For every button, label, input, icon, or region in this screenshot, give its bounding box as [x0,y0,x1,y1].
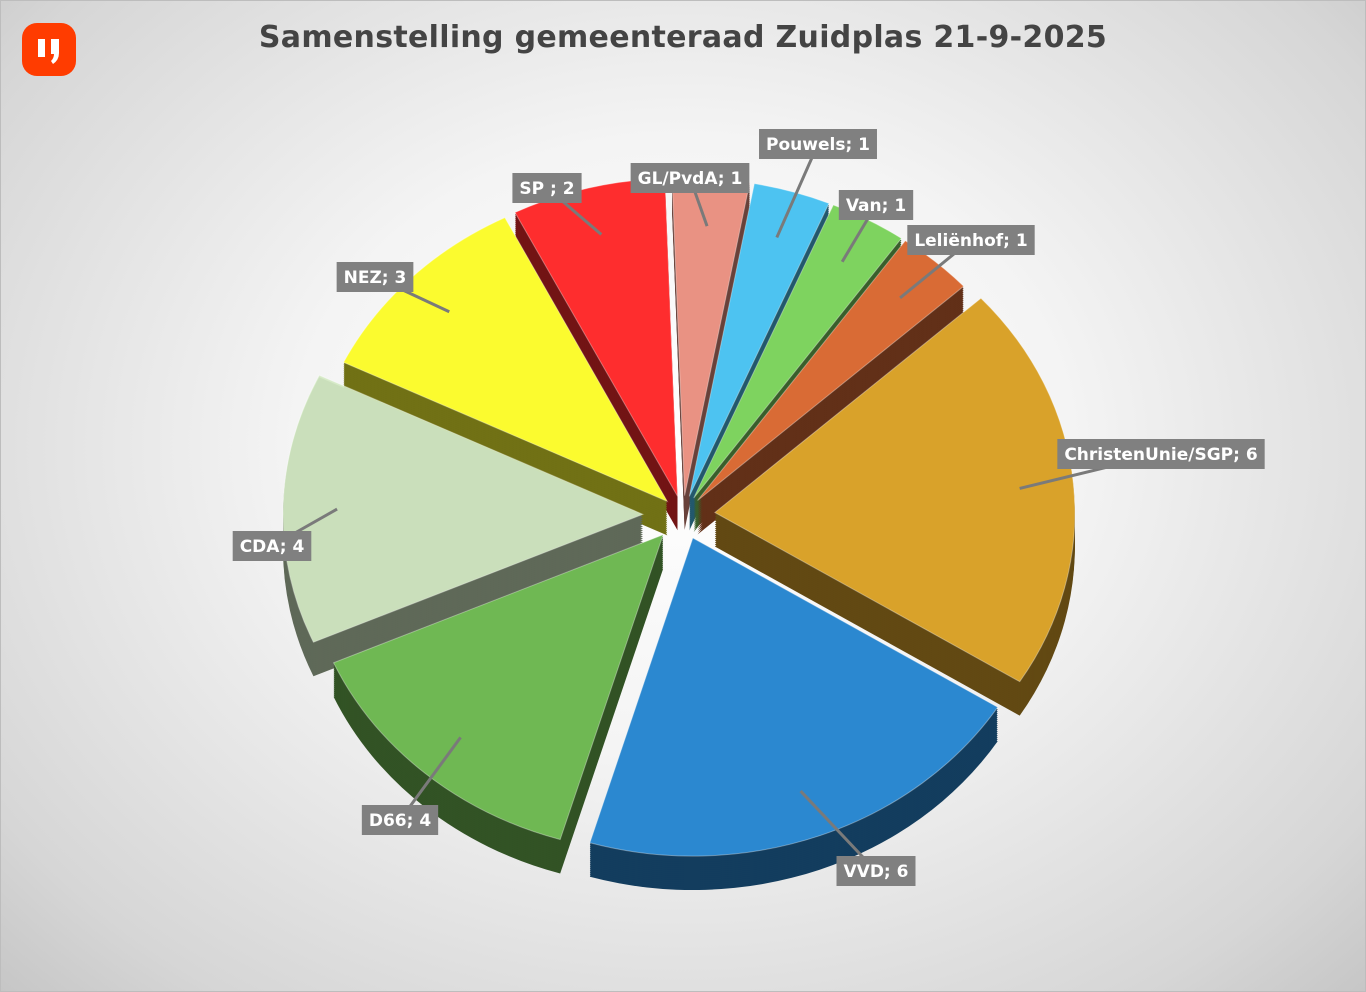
data-label-box [836,856,916,886]
logo-glyph-icon [38,39,59,64]
data-labels: GL/PvdA; 1 Pouwels; 1 Van; 1 Leliënhof; 1 Ch… [232,129,1265,886]
data-label-text: Pouwels; 1 [766,135,870,155]
data-label-box [630,163,750,193]
pie-slice[interactable] [332,533,664,841]
data-label-box [336,262,414,292]
pie-slice[interactable] [697,240,965,501]
data-label-box [512,173,582,203]
data-label-text: NEZ; 3 [344,268,407,288]
data-label: Van; 1 [838,190,914,220]
slice-tops [282,177,1076,857]
pie-slice[interactable] [589,537,999,857]
data-label: VVD; 6 [836,856,916,886]
data-label-text: Leliënhof; 1 [914,231,1027,251]
data-label: ChristenUnie/SGP; 6 [1057,439,1265,469]
data-label-box [838,190,914,220]
data-label: NEZ; 3 [336,262,414,292]
data-label-text: CDA; 4 [240,537,305,557]
data-label-box [232,531,312,561]
brand-logo [22,23,76,76]
data-label-text: D66; 4 [369,811,431,831]
data-label-text: ChristenUnie/SGP; 6 [1064,445,1257,465]
data-label-text: GL/PvdA; 1 [638,169,743,189]
data-label: Pouwels; 1 [759,129,877,159]
leader-line [775,143,820,239]
data-label: GL/PvdA; 1 [630,163,750,193]
data-label: CDA; 4 [232,531,312,561]
data-label-text: SP ; 2 [519,179,574,199]
pie-slice[interactable] [282,374,645,643]
data-label-text: Van; 1 [846,196,906,216]
data-label: D66; 4 [361,805,439,835]
pie-slice[interactable] [713,297,1076,683]
data-label-box [759,129,877,159]
data-label-text: VVD; 6 [844,862,909,882]
pie-slice[interactable] [688,183,830,497]
data-label-box [907,225,1035,255]
data-label-box [361,805,439,835]
chart-title: Samenstelling gemeenteraad Zuidplas 21-9… [258,20,1108,55]
data-label-box [1057,439,1265,469]
data-label: Leliënhof; 1 [907,225,1035,255]
data-label: SP ; 2 [512,173,582,203]
